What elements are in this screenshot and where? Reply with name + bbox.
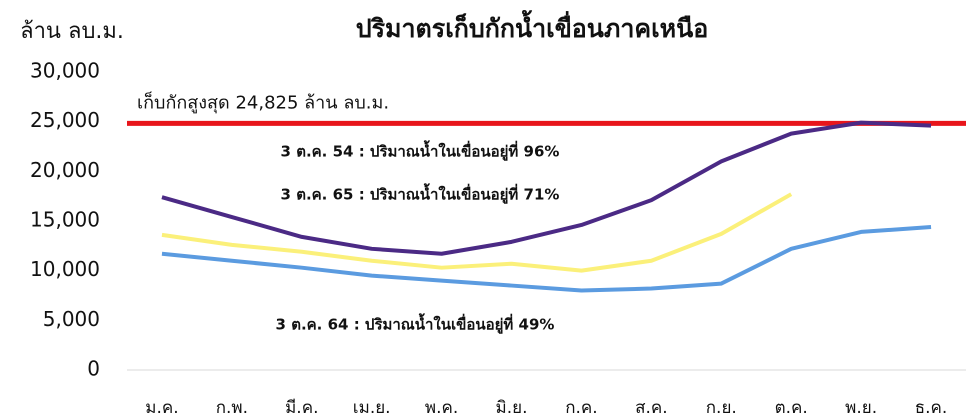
x-tick-label: พ.ค. bbox=[425, 398, 458, 418]
reference-label: เก็บกักสูงสุด 24,825 ล้าน ลบ.ม. bbox=[137, 90, 389, 113]
x-tick-label: ม.ค. bbox=[145, 398, 178, 418]
y-tick-label: 15,000 bbox=[30, 208, 100, 232]
x-tick-label: พ.ย. bbox=[845, 398, 877, 418]
y-tick-label: 0 bbox=[87, 357, 100, 381]
x-tick-label: ก.ค. bbox=[565, 398, 597, 418]
series-line bbox=[161, 120, 932, 256]
y-tick-label: 20,000 bbox=[30, 158, 100, 182]
x-tick-label: ก.ย. bbox=[706, 398, 737, 418]
y-tick-label: 10,000 bbox=[30, 257, 100, 281]
x-tick-label: ธ.ค. bbox=[915, 398, 948, 418]
series-label: 3 ต.ค. 65 : ปริมาณน้ำในเขื่อนอยู่ที่ 71% bbox=[281, 183, 560, 205]
x-tick-label: ส.ค. bbox=[635, 398, 668, 418]
series-label: 3 ต.ค. 64 : ปริมาณน้ำในเขื่อนอยู่ที่ 49% bbox=[276, 313, 555, 335]
x-tick-label: ก.พ. bbox=[216, 398, 248, 418]
chart-title: ปริมาตรเก็บกักน้ำเขื่อนภาคเหนือ bbox=[356, 9, 709, 43]
x-tick-label: ต.ค. bbox=[775, 398, 808, 418]
series-line bbox=[161, 224, 932, 293]
x-tick-label: มิ.ย. bbox=[496, 398, 528, 418]
y-tick-label: 5,000 bbox=[43, 307, 100, 331]
x-tick-label: มี.ค. bbox=[285, 398, 318, 418]
series-label: 3 ต.ค. 54 : ปริมาณน้ำในเขื่อนอยู่ที่ 96% bbox=[281, 140, 560, 162]
y-tick-label: 25,000 bbox=[30, 108, 100, 132]
y-axis-label: ล้าน ลบ.ม. bbox=[20, 19, 124, 44]
y-tick-label: 30,000 bbox=[30, 59, 100, 83]
series-line bbox=[161, 192, 793, 273]
x-tick-label: เม.ย. bbox=[353, 398, 391, 418]
